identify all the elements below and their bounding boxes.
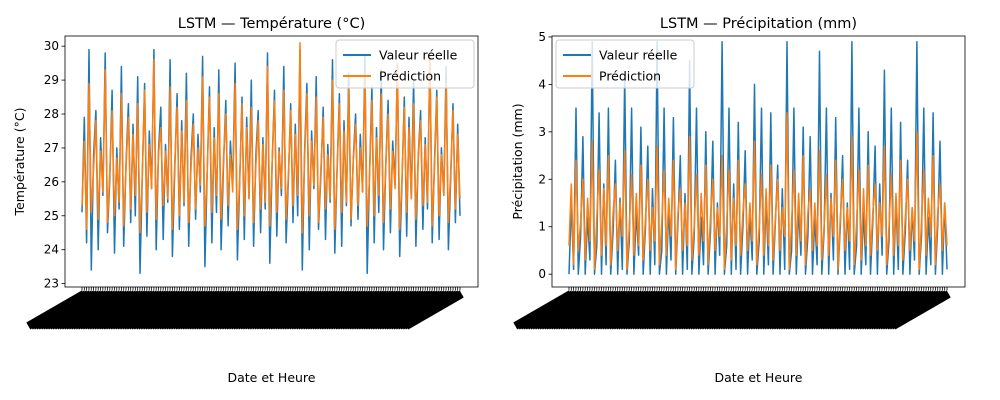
legend-label: Valeur réelle xyxy=(379,48,458,63)
y-tick-label: 27 xyxy=(44,141,59,155)
temperature-chart: 23 24 25 26 27 28 29 30 LSTM — Température (°C) D… xyxy=(12,16,479,385)
y-tick-label: 4 xyxy=(538,77,546,91)
y-tick-label: 0 xyxy=(538,267,546,281)
y-tick-label: 23 xyxy=(44,277,59,291)
series-line-actual xyxy=(568,40,948,275)
y-tick-label: 24 xyxy=(44,243,59,257)
y-tick-label: 5 xyxy=(538,30,546,44)
y-tick-label: 26 xyxy=(44,175,59,189)
chart-title: LSTM — Précipitation (mm) xyxy=(660,16,857,32)
y-axis-label: Température (°C) xyxy=(12,108,27,217)
legend: Valeur réelle Prédiction xyxy=(555,39,695,89)
legend-label: Prédiction xyxy=(599,69,661,84)
precipitation-chart: 0 1 2 3 4 5 LSTM — Précipitation (mm) Date et H… xyxy=(510,16,966,385)
y-tick-label: 1 xyxy=(538,220,546,234)
legend-label: Prédiction xyxy=(379,69,441,84)
axes-frame xyxy=(64,35,479,288)
legend: Valeur réelle Prédiction xyxy=(335,39,475,89)
y-tick-label: 2 xyxy=(538,172,546,186)
x-tick-label xyxy=(891,290,951,330)
y-tick-label: 28 xyxy=(44,107,59,121)
x-axis-label: Date et Heure xyxy=(228,370,316,385)
chart-title: LSTM — Température (°C) xyxy=(178,16,366,32)
y-tick-label: 25 xyxy=(44,209,59,223)
x-axis-label: Date et Heure xyxy=(715,370,803,385)
series-line-prediction xyxy=(568,112,948,271)
axes-frame xyxy=(551,35,966,288)
y-tick-label: 30 xyxy=(44,39,59,53)
x-tick-label xyxy=(404,290,464,330)
y-tick-label: 3 xyxy=(538,125,546,139)
x-tick-labels xyxy=(513,287,951,330)
y-tick-label: 29 xyxy=(44,73,59,87)
x-tick-labels xyxy=(26,287,464,330)
y-axis-label: Précipitation (mm) xyxy=(510,103,525,219)
legend-label: Valeur réelle xyxy=(599,48,678,63)
